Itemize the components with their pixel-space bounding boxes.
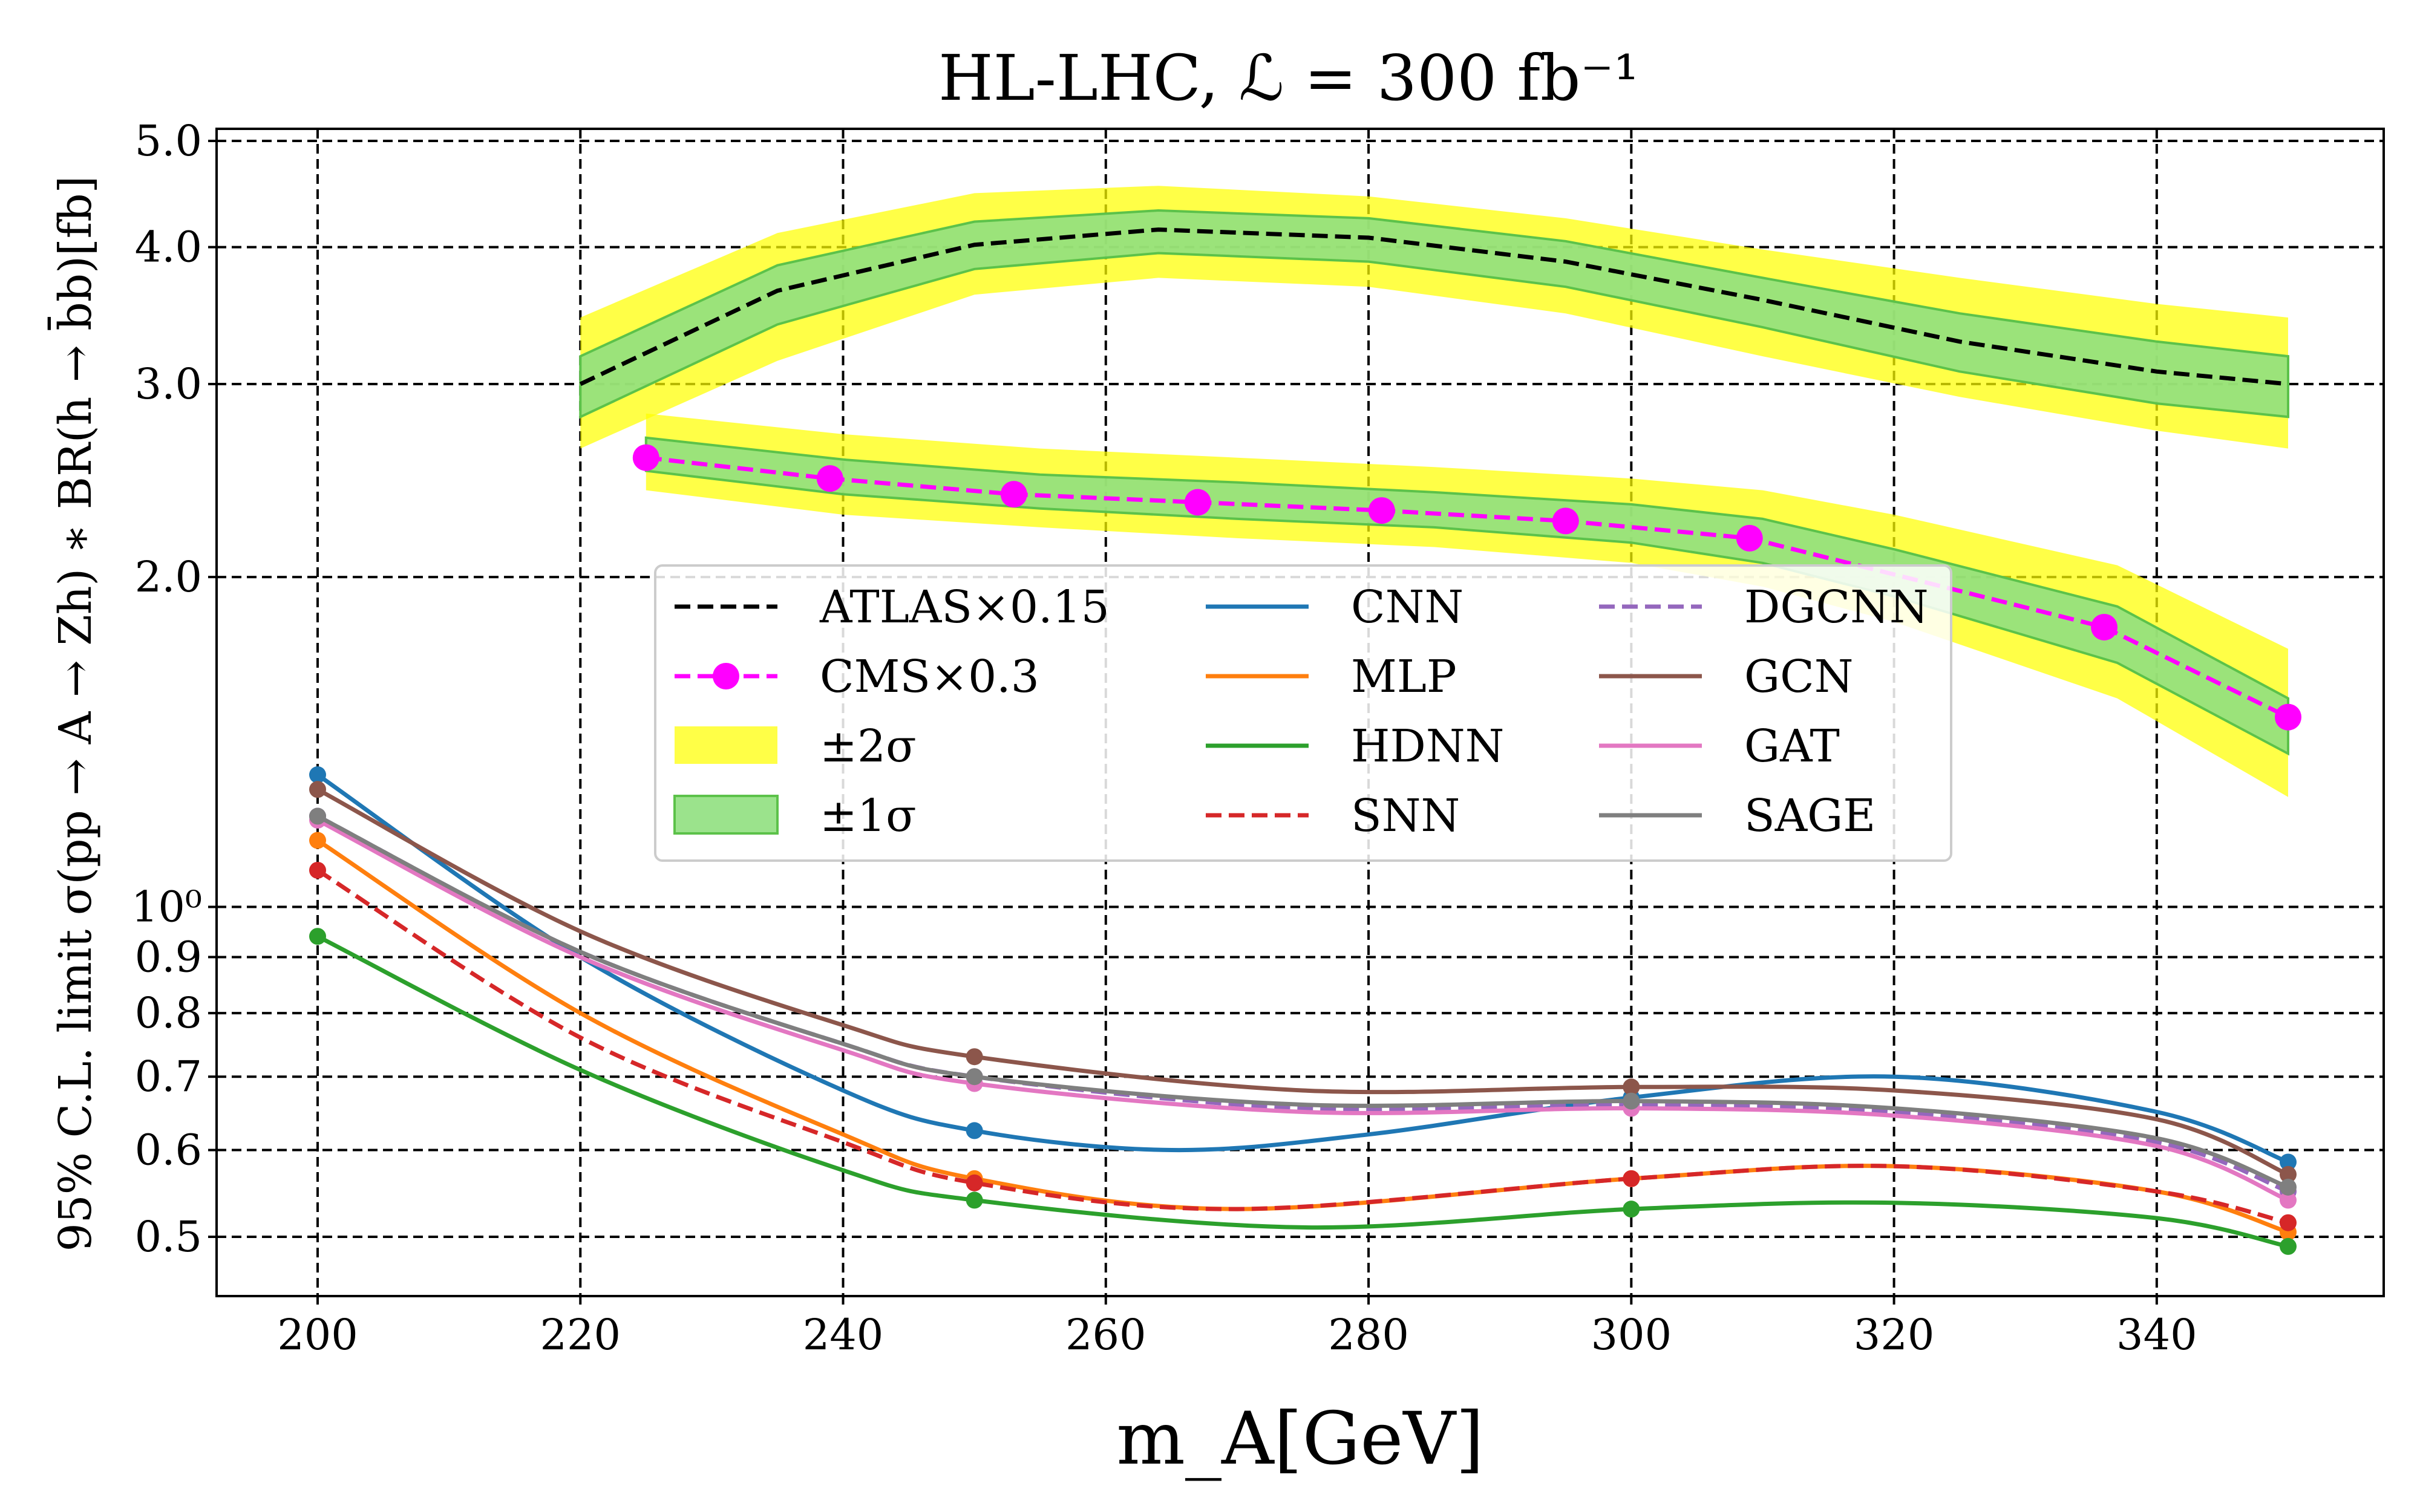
point-cnn <box>966 1122 983 1139</box>
x-tick-label: 220 <box>540 1310 621 1360</box>
cms-marker <box>632 444 659 471</box>
series-line-snn <box>316 868 2289 1225</box>
x-tick-label: 340 <box>2116 1310 2197 1360</box>
legend-label: SNN <box>1351 790 1460 842</box>
y-tick-label: 10⁰ <box>131 882 202 932</box>
point-hdnn <box>2280 1237 2297 1255</box>
legend-label: DGCNN <box>1744 581 1929 633</box>
point-sage <box>1623 1092 1640 1110</box>
point-sage <box>309 807 326 825</box>
y-tick-label: 5.0 <box>135 116 202 166</box>
series-line-hdnn <box>316 934 2289 1249</box>
point-hdnn <box>1623 1201 1640 1218</box>
point-hdnn <box>966 1191 983 1209</box>
x-tick-label: 260 <box>1065 1310 1146 1360</box>
y-tick-label: 3.0 <box>135 359 202 409</box>
x-tick-label: 240 <box>803 1310 884 1360</box>
y-tick-label: 0.9 <box>135 932 202 982</box>
series-layer <box>309 227 2301 1255</box>
tick-layer: 200 220 240 260 280 300 320 340 0.5 0.6 0.7 0.8 0.91… <box>131 116 2197 1360</box>
point-mlp <box>309 832 326 849</box>
legend-marker <box>713 663 739 689</box>
cms-marker <box>1000 481 1027 508</box>
y-tick-label: 0.8 <box>135 988 202 1038</box>
legend-label: SAGE <box>1744 790 1876 842</box>
series-line-gat <box>316 818 2289 1202</box>
x-tick-label: 200 <box>277 1310 358 1360</box>
point-hdnn <box>309 928 326 945</box>
band-layer <box>579 186 2289 797</box>
cms-marker <box>2091 613 2118 640</box>
legend-label: ATLAS×0.15 <box>819 581 1110 633</box>
x-axis-label: m_A[GeV] <box>1116 1397 1484 1481</box>
series-line-sage <box>316 814 2289 1190</box>
legend-label: GAT <box>1744 720 1840 772</box>
legend-label: GCN <box>1744 651 1853 703</box>
point-snn <box>2280 1214 2297 1231</box>
y-tick-label: 2.0 <box>135 552 202 602</box>
point-gcn <box>966 1048 983 1066</box>
legend-label: CNN <box>1351 581 1463 633</box>
cms-marker <box>2275 703 2301 731</box>
band-1sigma <box>644 436 2289 756</box>
cms-marker <box>1736 524 1763 552</box>
point-gcn <box>1623 1078 1640 1096</box>
point-cnn <box>2280 1153 2297 1171</box>
point-snn <box>966 1174 983 1191</box>
point-cnn <box>309 766 326 784</box>
x-tick-label: 320 <box>1854 1310 1935 1360</box>
legend-label: HDNN <box>1351 720 1504 772</box>
series-line-dgcnn <box>316 814 2289 1194</box>
legend-label: ±2σ <box>820 720 917 772</box>
legend: ATLAS×0.15 CMS×0.3 ±2σ ±1σ CNN MLP HDNN SNN DGCN… <box>654 564 1952 862</box>
point-sage <box>966 1068 983 1086</box>
y-tick-label: 0.5 <box>135 1212 202 1262</box>
cms-marker <box>816 465 843 492</box>
y-axis-label: 95% C.L. limit σ(pp → A → Zh) ∗ BR(h → b… <box>47 176 102 1252</box>
band-1sigma <box>579 209 2289 419</box>
y-tick-label: 4.0 <box>135 223 202 272</box>
point-gcn <box>309 781 326 798</box>
point-gcn <box>2280 1165 2297 1183</box>
point-snn <box>309 861 326 879</box>
cms-marker <box>1552 507 1579 535</box>
legend-label: MLP <box>1351 651 1457 703</box>
legend-box <box>654 564 1952 862</box>
series-line-cnn <box>316 773 2289 1164</box>
series-line-gcn <box>316 787 2289 1177</box>
y-tick-label: 0.6 <box>135 1126 202 1175</box>
legend-swatch <box>675 726 777 764</box>
legend-label: CMS×0.3 <box>820 651 1039 703</box>
y-tick-label: 0.7 <box>135 1052 202 1101</box>
chart-title: HL-LHC, ℒ = 300 fb⁻¹ <box>938 41 1639 115</box>
x-tick-label: 300 <box>1591 1310 1672 1360</box>
cms-marker <box>1368 497 1395 524</box>
point-gat <box>2280 1191 2297 1209</box>
cms-marker <box>1184 489 1211 516</box>
point-sage <box>2280 1178 2297 1196</box>
legend-swatch <box>673 795 779 835</box>
legend-label: ±1σ <box>820 790 917 842</box>
plot-frame <box>215 128 2385 1297</box>
point-snn <box>1623 1170 1640 1187</box>
x-tick-label: 280 <box>1328 1310 1409 1360</box>
